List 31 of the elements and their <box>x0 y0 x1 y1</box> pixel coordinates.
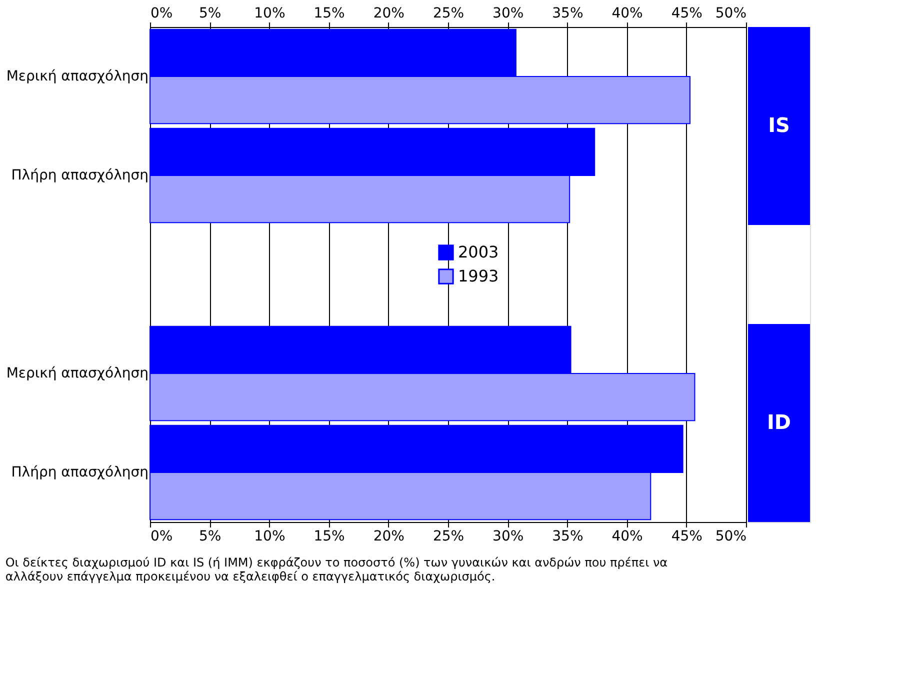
x-tick-label: 10% <box>254 6 286 22</box>
x2-tick-label: 40% <box>612 528 643 544</box>
x-tick-label: 50% <box>715 6 746 22</box>
x2-tick-label: 25% <box>432 528 464 544</box>
x2-tick-label: 30% <box>492 528 524 544</box>
x-tick-label: 40% <box>612 6 643 22</box>
y-tick-label: Πλήρη απασχόληση <box>11 168 148 184</box>
y-tick-label: Μερική απασχόληση <box>6 68 148 84</box>
x-tick-label: 30% <box>492 6 524 22</box>
x2-tick-label: 20% <box>373 528 404 544</box>
legend-label: 2003 <box>458 242 499 262</box>
x-tick-label: 25% <box>432 6 464 22</box>
x-tick-label: 20% <box>373 6 404 22</box>
y-tick-label: Μερική απασχόληση <box>6 366 148 382</box>
x2-tick-label: 35% <box>552 528 584 544</box>
x-tick-label: 15% <box>314 6 345 22</box>
x-tick-label: 5% <box>198 6 222 22</box>
text: ID <box>766 410 792 434</box>
x-tick-label: 0% <box>150 6 173 22</box>
x2-tick-label: 45% <box>671 528 702 544</box>
text: IS <box>768 113 790 137</box>
y-tick-label: Πλήρη απασχόληση <box>11 464 148 480</box>
x2-tick-label: 10% <box>254 528 286 544</box>
x2-tick-label: 15% <box>314 528 345 544</box>
legend-label: 1993 <box>458 266 499 286</box>
x2-tick-label: 0% <box>150 528 173 544</box>
x-tick-label: 45% <box>671 6 702 22</box>
x-tick-label: 35% <box>552 6 584 22</box>
x2-tick-label: 50% <box>715 528 746 544</box>
text: Οι δείκτες διαχωρισμού ID και IS (ή IMM) εκφράζουν το ποσοστό (%) των γυναικών και ανδρών που πρέπει να αλλάξουν επάγγελμα προκειμένου να εξαλειφθεί ο επαγγελματικός διαχωρισμός. <box>5 556 668 584</box>
x2-tick-label: 5% <box>198 528 222 544</box>
